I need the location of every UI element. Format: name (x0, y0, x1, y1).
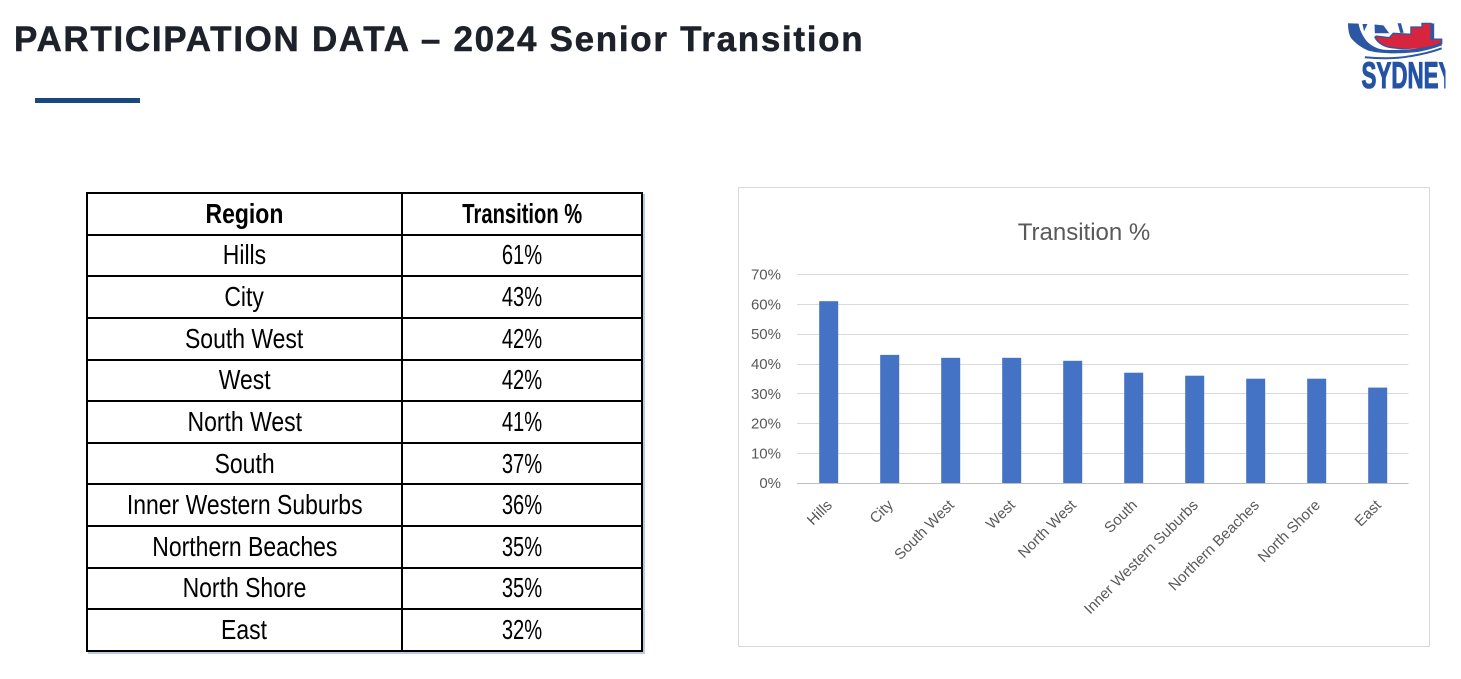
svg-text:40%: 40% (751, 356, 781, 373)
svg-text:Transition %: Transition % (1018, 219, 1151, 246)
svg-text:30%: 30% (751, 386, 781, 403)
svg-text:70%: 70% (751, 267, 781, 284)
svg-text:60%: 60% (751, 296, 781, 313)
svg-text:0%: 0% (759, 475, 781, 492)
svg-text:SYDNEY: SYDNEY (1362, 55, 1454, 95)
svg-text:10%: 10% (751, 445, 781, 462)
svg-text:50%: 50% (751, 326, 781, 343)
svg-text:20%: 20% (751, 416, 781, 433)
